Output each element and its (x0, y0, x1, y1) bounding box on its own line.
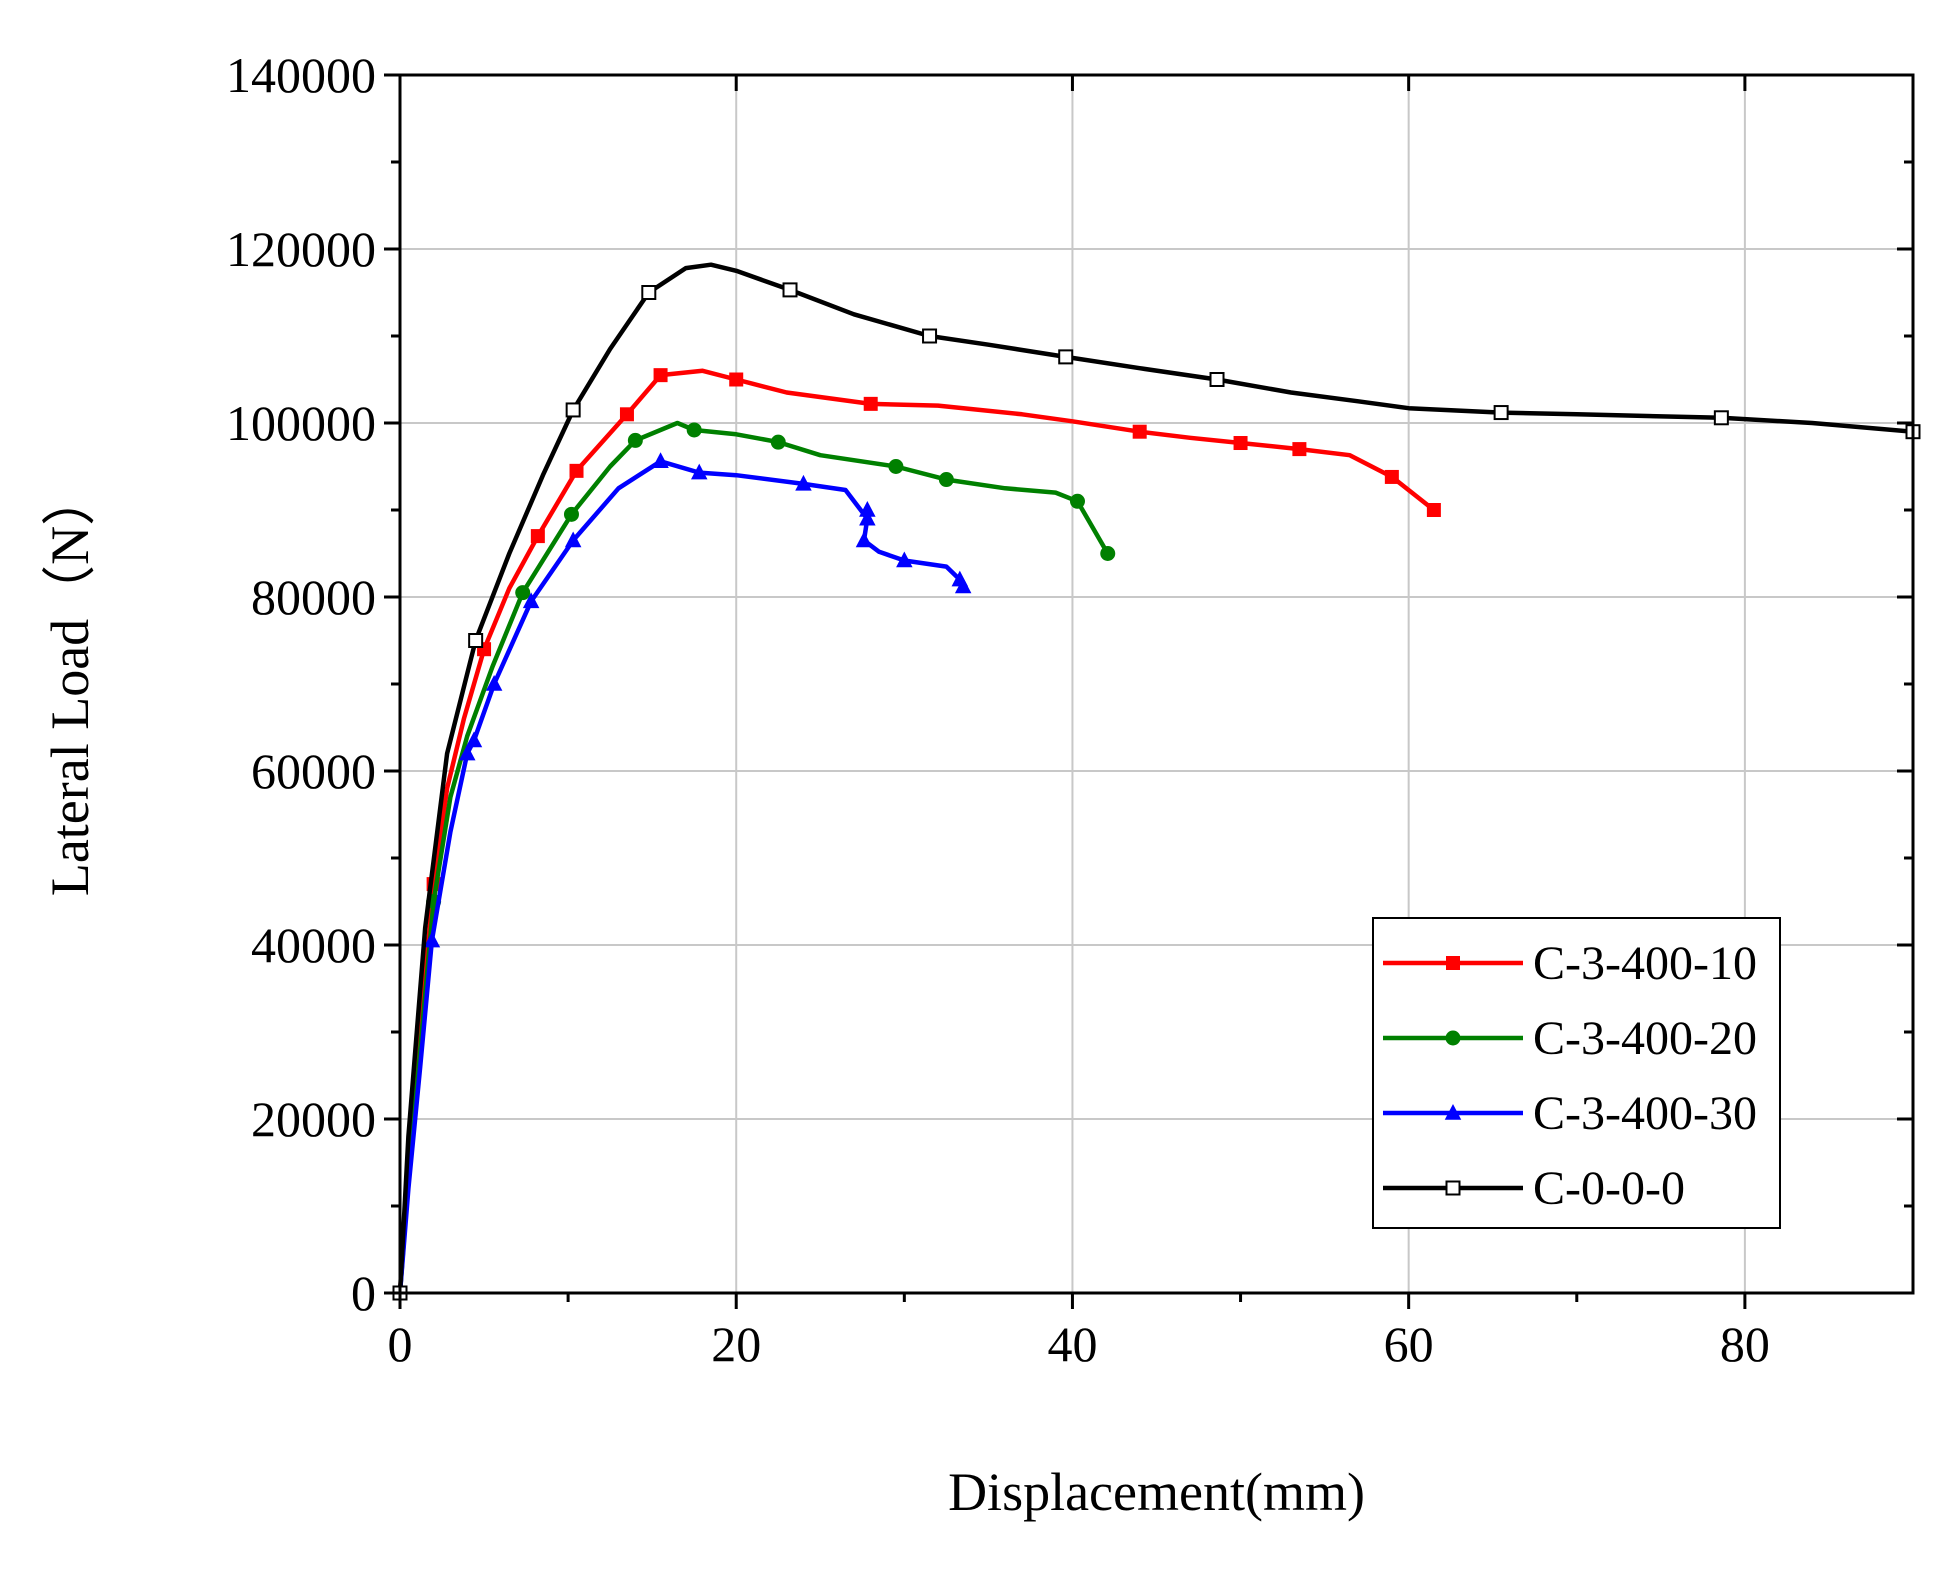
data-point (782, 282, 798, 298)
data-point (690, 463, 708, 480)
y-tick-label: 80000 (251, 569, 376, 625)
y-axis-title: Lateral Load（N） (40, 472, 100, 896)
series-line (397, 420, 1110, 1296)
axis-tick-labels: 0 20 40 60 80 0 20000 40000 60000 80000 100000 1200… (226, 47, 1770, 1372)
data-point (770, 434, 786, 450)
series-line (397, 262, 1916, 1296)
data-point (922, 328, 938, 344)
data-point (859, 509, 876, 526)
data-point (859, 501, 876, 517)
legend-swatch-marker (1446, 956, 1460, 970)
data-point (652, 452, 669, 469)
grid (400, 75, 1913, 1293)
series-C-3-400-20 (397, 420, 1116, 1296)
legend-label: C-0-0-0 (1533, 1162, 1685, 1215)
data-point (619, 407, 634, 422)
x-tick-label: 0 (388, 1316, 413, 1372)
data-point (896, 551, 913, 568)
x-tick-label: 40 (1047, 1316, 1097, 1372)
x-axis-title: Displacement(mm) (948, 1462, 1365, 1522)
series-line (397, 368, 1437, 1296)
data-point (1058, 349, 1074, 365)
x-tick-label: 20 (711, 1316, 761, 1372)
data-point (563, 506, 579, 522)
data-point (1292, 442, 1307, 457)
legend-box (1372, 917, 1781, 1229)
data-point (569, 463, 584, 478)
legend: C-3-400-10 C-3-400-20 C-3-400-30 C-0-0-0 (1372, 917, 1781, 1229)
y-tick-label: 120000 (226, 221, 376, 277)
data-point (522, 592, 540, 609)
y-tick-label: 20000 (251, 1091, 376, 1147)
data-point (1493, 405, 1509, 421)
data-point (1069, 493, 1085, 509)
data-point (458, 744, 476, 761)
x-tick-label: 80 (1720, 1316, 1770, 1372)
y-tick-label: 0 (351, 1265, 376, 1321)
series-line (397, 459, 966, 1296)
data-point (485, 675, 503, 691)
data-point (1209, 372, 1225, 387)
data-point (855, 531, 873, 548)
legend-item: C-3-400-30 (1383, 1087, 1757, 1140)
data-point (515, 585, 531, 601)
data-point (954, 577, 972, 594)
series-C-3-400-10 (397, 368, 1441, 1296)
data-point (686, 422, 702, 438)
data-point (1100, 546, 1116, 561)
legend-item: C-0-0-0 (1383, 1162, 1685, 1215)
data-point (530, 529, 545, 544)
axis-ticks (384, 73, 1913, 1309)
data-point (938, 472, 954, 488)
data-point (1233, 436, 1248, 451)
data-point (1384, 469, 1399, 484)
data-point (641, 285, 657, 300)
legend-swatch-marker (1444, 1104, 1462, 1120)
data-point (468, 633, 484, 648)
legend-label: C-3-400-10 (1533, 937, 1757, 990)
legend-label: C-3-400-30 (1533, 1087, 1757, 1140)
data-point (465, 731, 483, 748)
data-point (565, 402, 581, 418)
y-tick-label: 140000 (226, 47, 376, 103)
legend-item: C-3-400-10 (1383, 937, 1757, 990)
legend-label: C-3-400-20 (1533, 1012, 1757, 1065)
legend-item: C-3-400-20 (1383, 1012, 1757, 1065)
y-tick-label: 100000 (226, 395, 376, 451)
data-point (888, 459, 904, 474)
data-point (423, 931, 441, 948)
legend-swatch-marker (1445, 1180, 1461, 1196)
data-point (1713, 410, 1729, 426)
legend-swatch-marker (1445, 1030, 1461, 1046)
series-C-3-400-30 (397, 452, 972, 1296)
data-point (1132, 424, 1147, 439)
x-tick-label: 60 (1384, 1316, 1434, 1372)
y-tick-label: 60000 (251, 743, 376, 799)
data-point (564, 531, 582, 548)
data-point (653, 368, 668, 383)
data-point (729, 372, 744, 387)
data-point (795, 474, 812, 491)
data-point (1426, 503, 1441, 517)
data-point (863, 396, 878, 411)
y-tick-label: 40000 (251, 917, 376, 973)
data-point (627, 432, 643, 448)
series-layer (392, 262, 1921, 1301)
